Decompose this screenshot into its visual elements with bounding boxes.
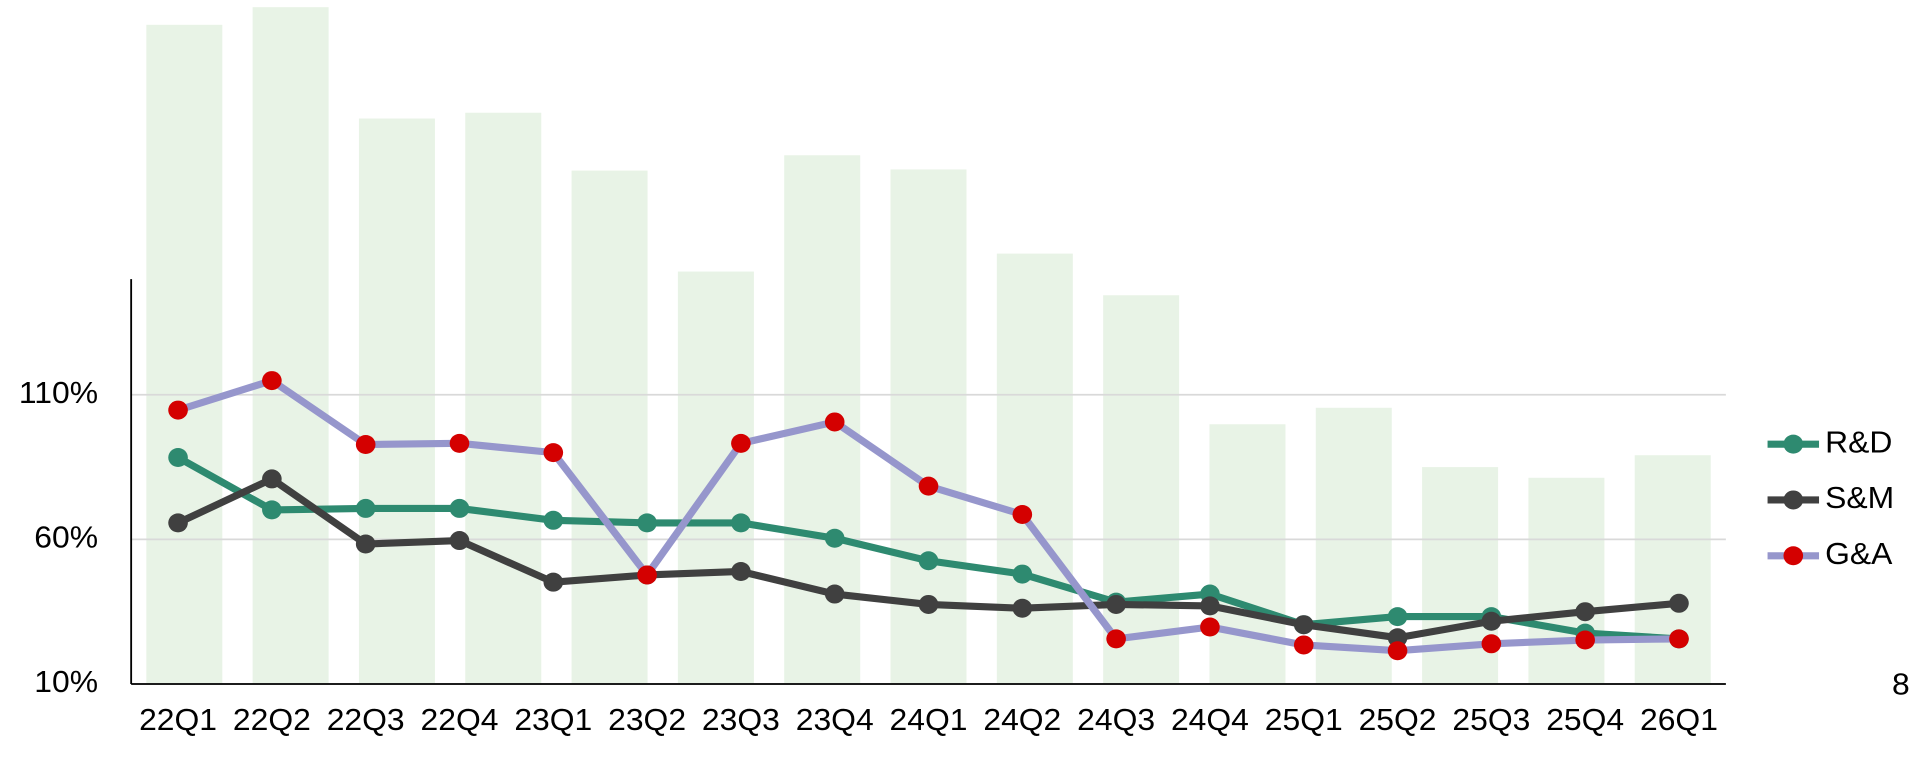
x-tick-label: 22Q3 [327,703,405,737]
background-bar [146,24,223,685]
data-point [1481,611,1502,631]
data-point [1012,564,1033,584]
data-point [1575,630,1595,650]
data-point [1669,593,1689,613]
data-point [1387,628,1408,648]
x-tick-label: 22Q4 [421,703,499,737]
data-point [449,531,470,551]
data-point [168,400,188,420]
data-point [1012,598,1033,618]
data-point [731,433,751,453]
data-point [543,443,564,463]
x-tick-label: 25Q2 [1359,703,1437,737]
background-bar [1209,424,1286,684]
data-point [168,448,188,468]
background-bar [465,112,542,684]
data-point [1200,617,1220,637]
data-point [1293,635,1314,655]
x-tick-label: 23Q2 [608,703,686,737]
data-point [1106,594,1126,614]
x-tick-label: 22Q2 [233,703,311,737]
x-tick-label: 25Q1 [1265,703,1343,737]
data-point [824,528,845,548]
data-point [1669,629,1689,649]
x-tick-label: 25Q3 [1452,703,1530,737]
data-point [1200,596,1220,616]
data-point [1481,634,1502,654]
background-bar [1315,407,1392,684]
x-tick-label: 23Q1 [514,703,592,737]
data-point [824,412,845,432]
x-tick-label: 24Q1 [890,703,968,737]
background-bar [784,155,861,684]
x-tick-label: 24Q4 [1171,703,1249,737]
data-point [1106,629,1126,649]
legend-label: S&M [1825,481,1894,515]
data-point [355,435,376,455]
data-point [1387,641,1408,661]
background-bar [358,118,435,685]
legend-marker [1783,546,1804,566]
data-point [731,561,751,581]
data-point [637,565,657,585]
data-point [731,513,751,533]
x-tick-label: 23Q3 [702,703,780,737]
data-point [918,551,939,571]
data-point [262,500,282,520]
background-bar [252,7,329,684]
data-point [1012,505,1033,525]
data-point [918,476,939,496]
x-tick-label: 23Q4 [796,703,874,737]
y-tick-label: 10% [34,665,98,699]
data-point [543,572,564,592]
data-point [168,513,188,533]
data-point [1387,607,1408,627]
data-point [1575,602,1595,622]
y-tick-label: 60% [34,520,98,554]
data-point [637,513,657,533]
x-tick-label: 24Q2 [983,703,1061,737]
data-point [355,498,376,518]
background-bar [1634,455,1711,684]
data-point [355,534,376,554]
data-point [449,498,470,518]
data-point [449,433,470,453]
data-point [543,510,564,530]
x-tick-label: 22Q1 [139,703,217,737]
x-tick-label: 24Q3 [1077,703,1155,737]
data-point [918,594,939,614]
background-bar [1103,295,1180,684]
x-tick-label: 25Q4 [1546,703,1624,737]
legend-marker [1783,434,1804,454]
legend-marker [1783,490,1804,510]
page-number: 8 [1892,667,1910,701]
background-bar [996,253,1073,684]
x-tick-label: 26Q1 [1640,703,1718,737]
legend-label: G&A [1825,536,1892,570]
data-point [262,371,282,391]
background-bar [571,170,648,684]
data-point [824,584,845,604]
background-bar [1528,477,1605,684]
data-point [262,469,282,489]
data-point [1293,615,1314,635]
legend-label: R&D [1825,425,1892,459]
y-tick-label: 110% [19,375,98,409]
